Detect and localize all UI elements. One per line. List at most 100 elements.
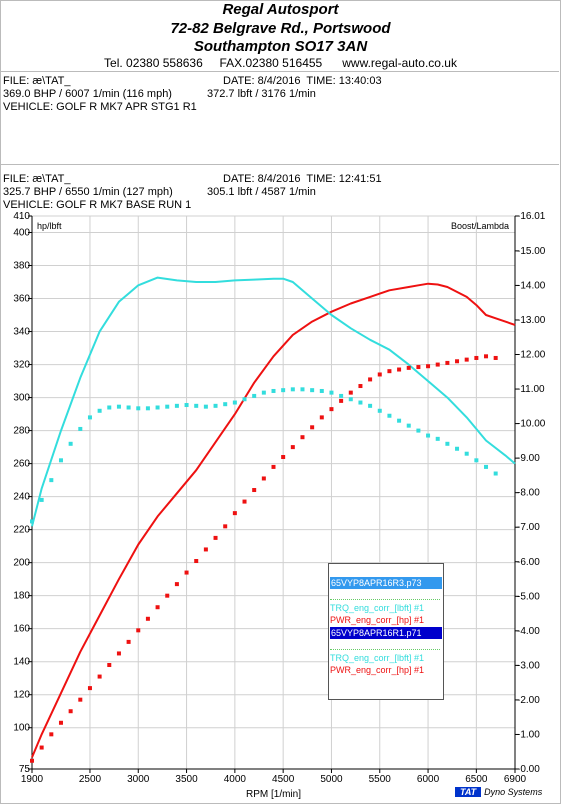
y2-tick-label: -13.00 [517,315,546,326]
series-point-3 [261,390,266,395]
y2-tick-label: -14.00 [517,280,546,291]
series-point-2 [339,398,344,403]
series-point-2 [426,364,431,369]
series-point-3 [165,404,170,409]
y2-tick-label: -6.00 [517,557,540,568]
series-point-3 [242,397,247,402]
series-point-2 [397,367,402,372]
series-point-3 [184,403,189,408]
y-tick-label: 380 [13,261,30,272]
series-point-3 [281,388,286,393]
series-point-2 [300,435,305,440]
series-point-3 [252,393,257,398]
series-point-3 [290,387,295,392]
series-point-2 [464,357,469,362]
series-point-3 [213,403,218,408]
series-point-2 [377,372,382,377]
y2-tick-label: -7.00 [517,522,540,533]
series-point-2 [474,355,479,360]
y-tick-label: 200 [13,558,30,569]
series-point-3 [358,400,363,405]
series-point-2 [445,360,450,365]
y2-tick-label: -15.00 [517,246,546,257]
series-point-2 [290,445,295,450]
legend: 65VYP8APR16R3.p73 TRQ_eng_corr_[lbft] #1… [328,563,444,700]
y-tick-label: 180 [13,591,30,602]
series-point-3 [368,403,373,408]
series-point-3 [339,393,344,398]
y-tick-label: 100 [13,723,30,734]
y-tick-label: 280 [13,426,30,437]
series-point-3 [484,464,489,469]
run1-torque: 372.7 lbft / 3176 1/min [207,88,316,100]
series-point-3 [87,415,92,420]
contact-line: Tel. 02380 558636 FAX.02380 516455 www.r… [0,56,561,70]
series-point-3 [300,387,305,392]
series-point-3 [155,405,160,410]
series-point-2 [126,639,131,644]
x-tick-label: 6500 [465,774,488,785]
series-point-3 [136,406,141,411]
series-point-2 [165,593,170,598]
series-point-2 [261,476,266,481]
website: www.regal-auto.co.uk [342,56,457,70]
x-tick-label: 2500 [79,774,102,785]
series-point-2 [310,425,315,430]
series-point-2 [49,732,54,737]
company-name: Regal Autosport [222,1,339,18]
series-point-2 [213,535,218,540]
x-tick-label: 3000 [127,774,150,785]
fax: FAX.02380 516455 [219,56,323,70]
series-point-2 [493,355,498,360]
legend-run2-power: PWR_eng_corr_[hp] #1 [330,665,425,675]
legend-divider [330,599,440,600]
y2-tick-label: -3.00 [517,660,540,671]
series-point-3 [145,406,150,411]
y-tick-label: 360 [13,294,30,305]
series-point-2 [348,390,353,395]
series-point-3 [107,405,112,410]
series-point-3 [397,418,402,423]
series-point-2 [329,407,334,412]
series-point-3 [435,436,440,441]
series-point-2 [281,455,286,460]
series-point-2 [116,651,121,656]
series-point-2 [223,524,228,529]
x-tick-label: 6900 [504,774,527,785]
legend-run2-torque: TRQ_eng_corr_[lbft] #1 [330,653,425,663]
series-point-3 [126,405,131,410]
series-point-3 [30,519,34,524]
y2-tick-label: -11.00 [517,384,545,395]
series-line-1 [31,276,516,527]
series-point-3 [68,441,73,446]
y-tick-label: 220 [13,525,30,536]
series-point-3 [319,388,324,393]
run2-datetime: DATE: 8/4/2016 TIME: 12:41:51 [223,173,382,185]
series-point-2 [368,377,373,382]
separator [0,164,559,165]
run2-vehicle: VEHICLE: GOLF R MK7 BASE RUN 1 [3,199,192,211]
x-tick-label: 4000 [224,774,247,785]
tel: Tel. 02380 558636 [104,56,203,70]
series-point-2 [30,758,34,763]
x-tick-label: 3500 [175,774,198,785]
legend-run1-torque: TRQ_eng_corr_[lbft] #1 [330,603,425,613]
series-point-2 [136,628,141,633]
x-tick-label: 5000 [320,774,343,785]
y-tick-label: 120 [13,690,30,701]
y2-tick-label: -1.00 [517,729,540,740]
series-point-3 [387,413,392,418]
series-point-2 [155,605,160,610]
series-point-2 [97,674,102,679]
run1-vehicle: VEHICLE: GOLF R MK7 APR STG1 R1 [3,101,197,113]
run2-torque: 305.1 lbft / 4587 1/min [207,186,316,198]
series-point-2 [145,616,150,621]
y2-tick-label: -2.00 [517,695,540,706]
y-tick-label: 140 [13,657,30,668]
y2-tick-label: -10.00 [517,419,546,430]
x-tick-label: 1900 [21,774,44,785]
y-tick-label: 240 [13,492,30,503]
series-point-2 [387,369,392,374]
y2-axis-label: Boost/Lambda [451,221,509,231]
y2-tick-label: -4.00 [517,626,540,637]
